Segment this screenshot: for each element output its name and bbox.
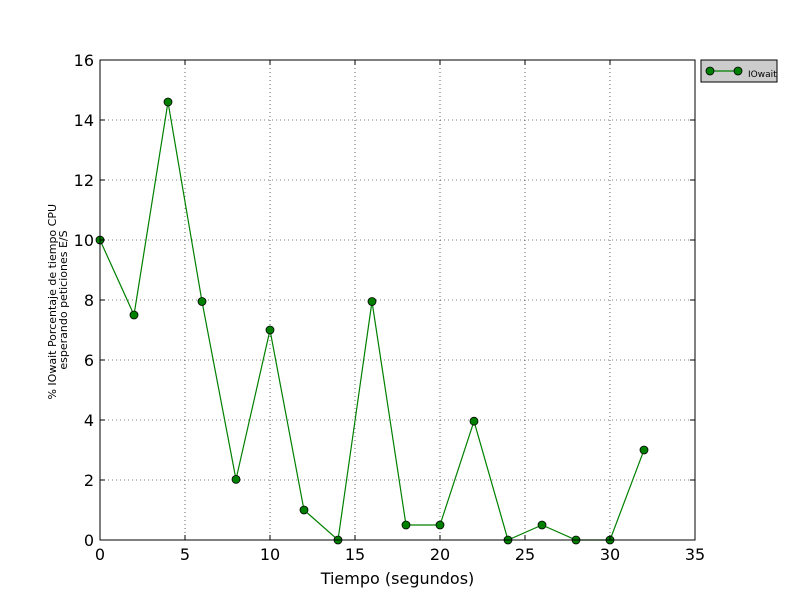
y-tick-label: 12 (74, 171, 94, 190)
y-axis-label: % IOwait Porcentaje de tiempo CPU espera… (46, 200, 70, 399)
data-point (639, 445, 649, 455)
x-tick-label: 30 (600, 545, 620, 564)
y-tick-label: 4 (84, 411, 94, 430)
data-point (197, 297, 207, 306)
data-point (401, 520, 411, 530)
y-axis-label-line-2: esperando peticiones E/S (57, 230, 70, 369)
data-point (129, 310, 139, 320)
x-tick-label: 20 (430, 545, 450, 564)
y-tick-label: 2 (84, 471, 94, 490)
data-point (265, 325, 275, 335)
legend-label: IOwait (748, 70, 777, 80)
y-tick-label: 0 (84, 531, 94, 550)
legend: IOwait (700, 59, 778, 83)
x-tick-label: 0 (95, 545, 105, 564)
x-tick-label: 35 (685, 545, 705, 564)
x-tick-label: 10 (260, 545, 280, 564)
grid-lines (100, 60, 695, 540)
data-point (537, 520, 547, 530)
y-tick-label: 8 (84, 291, 94, 310)
data-point (299, 505, 309, 515)
y-axis-label-line-1: % IOwait Porcentaje de tiempo CPU (46, 204, 59, 400)
data-point (367, 297, 377, 306)
x-tick-label: 25 (515, 545, 535, 564)
y-tick-label: 6 (84, 351, 94, 370)
x-tick-label: 15 (345, 545, 365, 564)
legend-marker-icon (733, 66, 743, 76)
x-tick-label: 5 (180, 545, 190, 564)
axis-ticks: 0 5 10 15 20 25 30 35 0 2 4 6 8 10 12 14 16 (74, 51, 706, 564)
data-point (163, 97, 173, 107)
y-tick-label: 10 (74, 231, 94, 250)
legend-marker-icon (705, 66, 715, 76)
x-axis-label: Tiempo (segundos) (320, 569, 475, 588)
data-point (469, 416, 479, 426)
data-point (231, 474, 241, 484)
data-point (435, 520, 445, 530)
y-tick-label: 14 (74, 111, 94, 130)
y-tick-label: 16 (74, 51, 94, 70)
